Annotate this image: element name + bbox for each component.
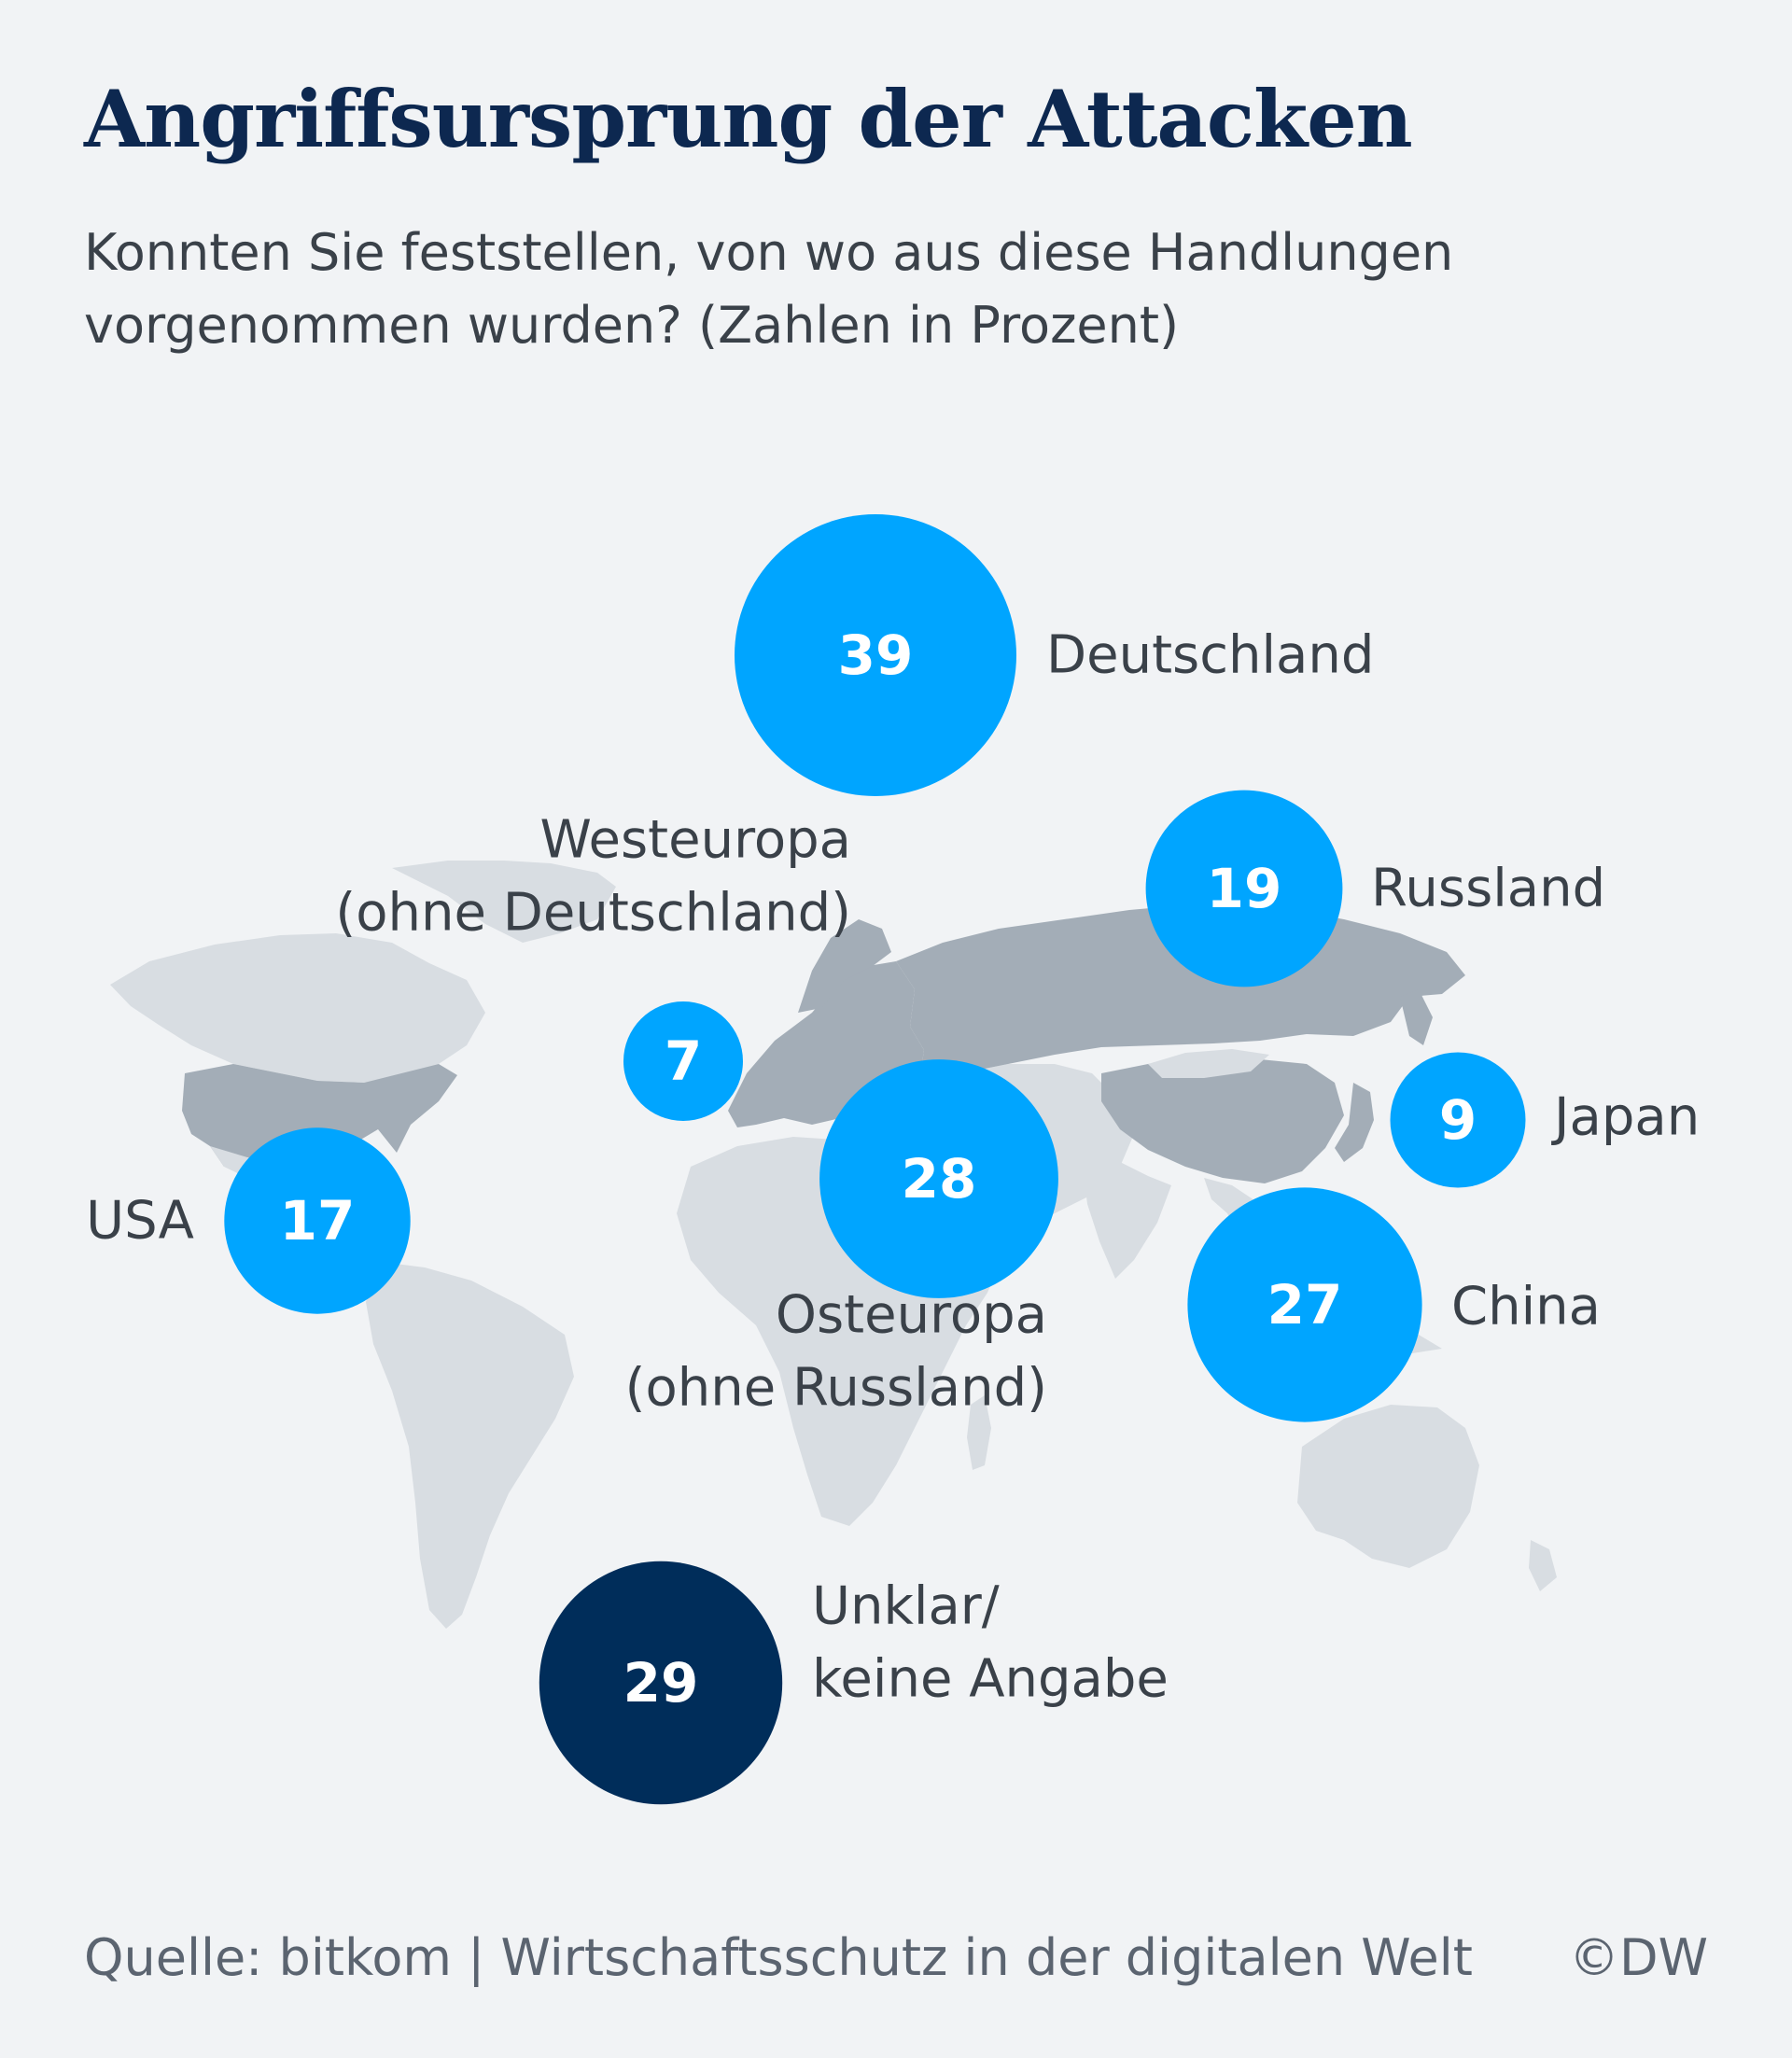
bubble-label-japan: Japan	[1551, 1087, 1700, 1148]
bubble-label-russland: Russland	[1371, 859, 1605, 919]
bubble-russland	[1145, 790, 1343, 987]
bubble-unklar-keine-angabe	[539, 1561, 783, 1805]
source-note: Quelle: bitkom | Wirtschaftsschutz in de…	[84, 1928, 1473, 1987]
bubble-label-unklar-keine-angabe-line-1: Unklar/	[812, 1576, 1000, 1637]
map-usa	[182, 1064, 457, 1167]
map-australia	[1297, 1405, 1479, 1568]
map-russia	[896, 903, 1465, 1083]
bubble-value-westeuropa-ohne-deutschland: 7	[665, 1029, 702, 1093]
bubble-label-deutschland: Deutschland	[1046, 625, 1374, 686]
map-india	[1083, 1162, 1171, 1279]
map-mongolia	[1148, 1049, 1269, 1078]
map-china	[1101, 1057, 1344, 1183]
bubble-usa	[224, 1127, 411, 1314]
bubble-japan	[1390, 1052, 1526, 1188]
bubble-value-osteuropa-ohne-russland: 28	[902, 1147, 977, 1211]
bubbles-layer: 39 Deutschland 19 Russland 7 Westeuropa (ohne …	[86, 514, 1700, 1805]
map-new-zealand	[1529, 1540, 1557, 1591]
bubble-osteuropa-ohne-russland	[819, 1059, 1058, 1298]
map-south-america	[366, 1262, 574, 1629]
bubble-value-deutschland: 39	[838, 623, 914, 687]
bubble-deutschland	[735, 514, 1016, 796]
map-greenland	[392, 861, 616, 943]
chart-title: Angriffsursprung der Attacken	[84, 73, 1413, 165]
bubble-label-unklar-keine-angabe-line-2: keine Angabe	[812, 1649, 1169, 1710]
bubble-china	[1187, 1187, 1422, 1422]
bubble-value-japan: 9	[1439, 1088, 1477, 1152]
bubble-label-westeuropa-ohne-deutschland-line-1: Westeuropa	[539, 810, 851, 871]
bubble-label-usa: USA	[86, 1191, 194, 1252]
bubble-value-unklar-keine-angabe: 29	[623, 1651, 699, 1715]
map-scandinavia	[798, 919, 891, 1013]
bubble-label-china: China	[1451, 1277, 1601, 1337]
bubble-westeuropa-ohne-deutschland	[623, 1001, 743, 1121]
map-japan	[1335, 1083, 1374, 1162]
bubble-value-usa: 17	[280, 1189, 356, 1253]
bubble-value-russland: 19	[1207, 857, 1282, 920]
bubble-value-china: 27	[1267, 1273, 1343, 1337]
bubble-label-osteuropa-ohne-russland-line-1: Osteuropa	[776, 1285, 1047, 1346]
bubble-label-osteuropa-ohne-russland-line-2: (ohne Russland)	[625, 1358, 1047, 1419]
map-north-america	[110, 933, 485, 1083]
bubble-label-westeuropa-ohne-deutschland-line-2: (ohne Deutschland)	[335, 883, 851, 944]
map-madagascar	[967, 1395, 991, 1470]
map-kamchatka	[1400, 989, 1433, 1045]
copyright-note: ©DW	[1569, 1928, 1708, 1987]
chart-subtitle: Konnten Sie feststellen, von wo aus dies…	[84, 223, 1454, 355]
